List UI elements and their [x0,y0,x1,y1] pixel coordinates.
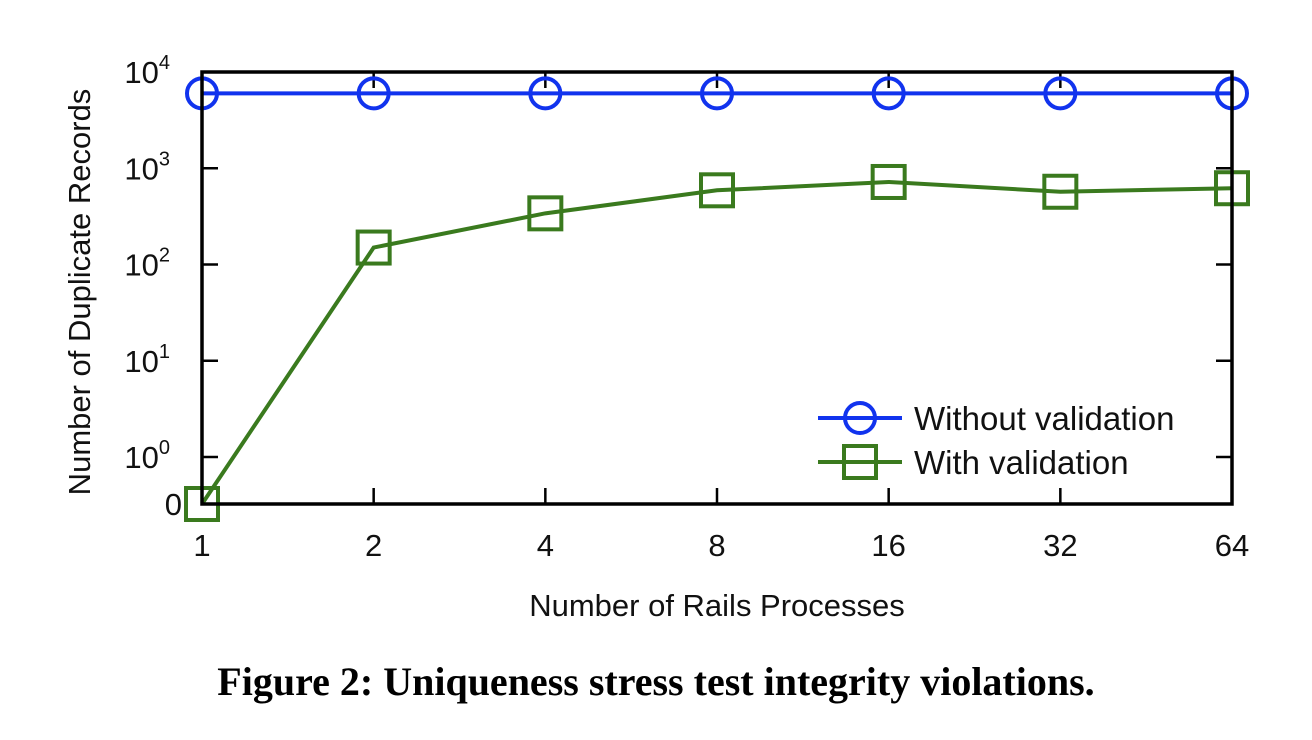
y-tick-label: 0 [165,487,182,522]
data-point-circle [356,76,391,111]
y-tick-label: 102 [124,245,170,283]
legend-label: Without validation [914,400,1174,437]
data-point-square [1042,173,1079,210]
x-tick-label: 1 [193,528,210,563]
legend: Without validation With validation [818,400,1174,481]
x-tick-label: 64 [1215,528,1249,563]
legend-item: With validation [818,444,1129,481]
y-axis-tick-labels: 0 100 101 102 103 104 [124,52,182,522]
data-point-square [355,229,392,266]
x-tick-label: 16 [871,528,905,563]
data-point-square [870,163,907,200]
y-tick-label: 101 [124,341,170,379]
y-tick-label: 100 [124,437,170,475]
figure-caption: Figure 2: Uniqueness stress test integri… [217,659,1095,704]
data-point-circle [700,76,734,111]
data-point-circle [1043,76,1078,111]
x-tick-label: 2 [365,528,382,563]
legend-label: With validation [914,444,1129,481]
y-tick-label: 103 [124,148,170,186]
x-tick-label: 4 [537,528,554,563]
chart: 0 100 101 102 103 104 1 2 4 8 16 32 64 Number of Du… [62,52,1250,623]
data-point-circle [871,76,906,111]
legend-item: Without validation [818,400,1174,437]
x-tick-label: 32 [1043,528,1077,563]
x-axis-tick-labels: 1 2 4 8 16 32 64 [193,528,1249,563]
data-point-square [527,195,564,232]
plot-frame [200,70,1234,506]
data-point-square [699,172,735,209]
legend-marker-circle [843,401,877,435]
x-tick-label: 8 [708,528,725,563]
y-axis-title: Number of Duplicate Records [62,89,97,496]
axis-ticks [200,70,1234,506]
x-axis-title: Number of Rails Processes [529,588,905,623]
legend-marker-square [842,444,878,480]
series-1 [185,76,1249,111]
series-line [200,179,1233,506]
y-tick-label: 104 [124,52,170,90]
data-point-circle [528,76,563,111]
